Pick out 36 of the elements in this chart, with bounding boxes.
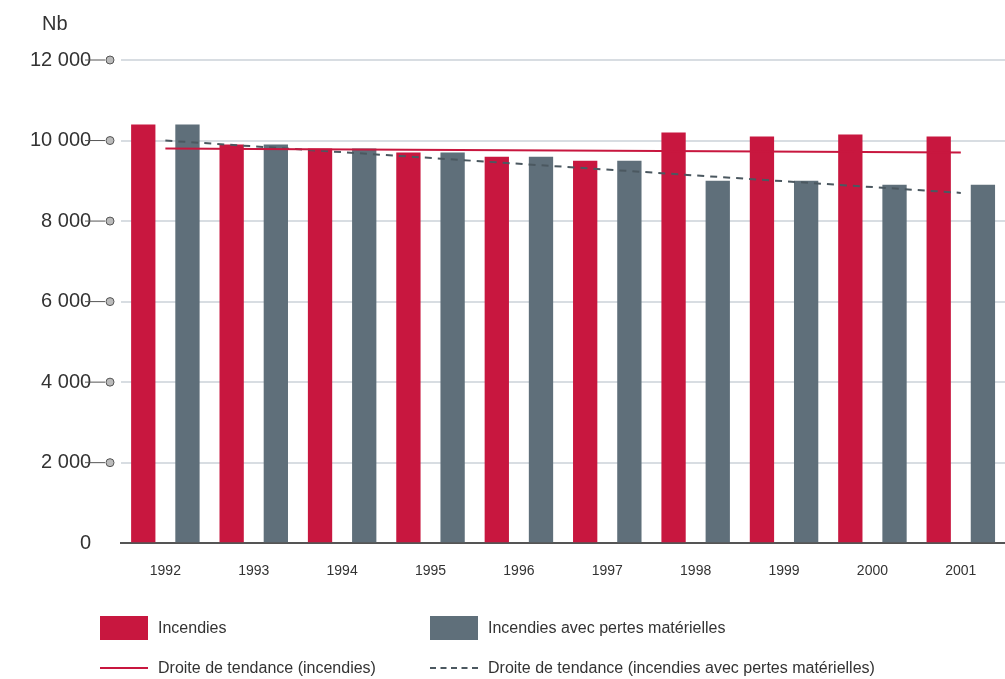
y-tick-label: 2 000 bbox=[41, 450, 92, 473]
y-tick-label: 8 000 bbox=[41, 208, 92, 231]
bar bbox=[617, 160, 642, 543]
bar bbox=[396, 152, 421, 543]
bar bbox=[793, 180, 819, 543]
bar bbox=[131, 124, 156, 543]
bar bbox=[175, 124, 200, 543]
legend-label: Droite de tendance (incendies avec pertes matérielles) bbox=[488, 659, 875, 677]
y-tick-label: 0 bbox=[80, 530, 92, 553]
x-tick-label: 1998 bbox=[680, 562, 712, 579]
x-tick-label: 2001 bbox=[945, 562, 977, 579]
bar bbox=[882, 184, 907, 543]
x-tick-label: 1994 bbox=[326, 562, 358, 579]
x-tick-label: 1995 bbox=[414, 562, 447, 579]
bar bbox=[970, 184, 996, 543]
bar bbox=[440, 152, 465, 543]
x-tick-label: 1997 bbox=[591, 562, 624, 579]
bar bbox=[484, 156, 509, 543]
legend-label: Incendies avec pertes matérielles bbox=[488, 619, 726, 637]
y-tick-label: 12 000 bbox=[30, 47, 92, 70]
y-tick-label: 4 000 bbox=[41, 369, 92, 392]
legend-label: Droite de tendance (incendies) bbox=[158, 659, 376, 677]
x-tick-label: 1999 bbox=[768, 562, 800, 579]
x-tick-label: 1993 bbox=[238, 562, 270, 579]
bar bbox=[263, 144, 288, 543]
bar bbox=[352, 148, 377, 543]
x-tick-label: 1996 bbox=[503, 562, 535, 579]
y-tick-label: 6 000 bbox=[41, 289, 92, 312]
bar bbox=[573, 160, 598, 543]
legend-label: Incendies bbox=[158, 619, 227, 637]
bar bbox=[705, 180, 730, 543]
x-tick-label: 2000 bbox=[856, 562, 889, 579]
x-tick-label: 1992 bbox=[149, 562, 182, 579]
y-axis-title: Nb bbox=[42, 11, 68, 34]
y-tick-label: 10 000 bbox=[30, 128, 92, 151]
bar bbox=[528, 156, 554, 543]
